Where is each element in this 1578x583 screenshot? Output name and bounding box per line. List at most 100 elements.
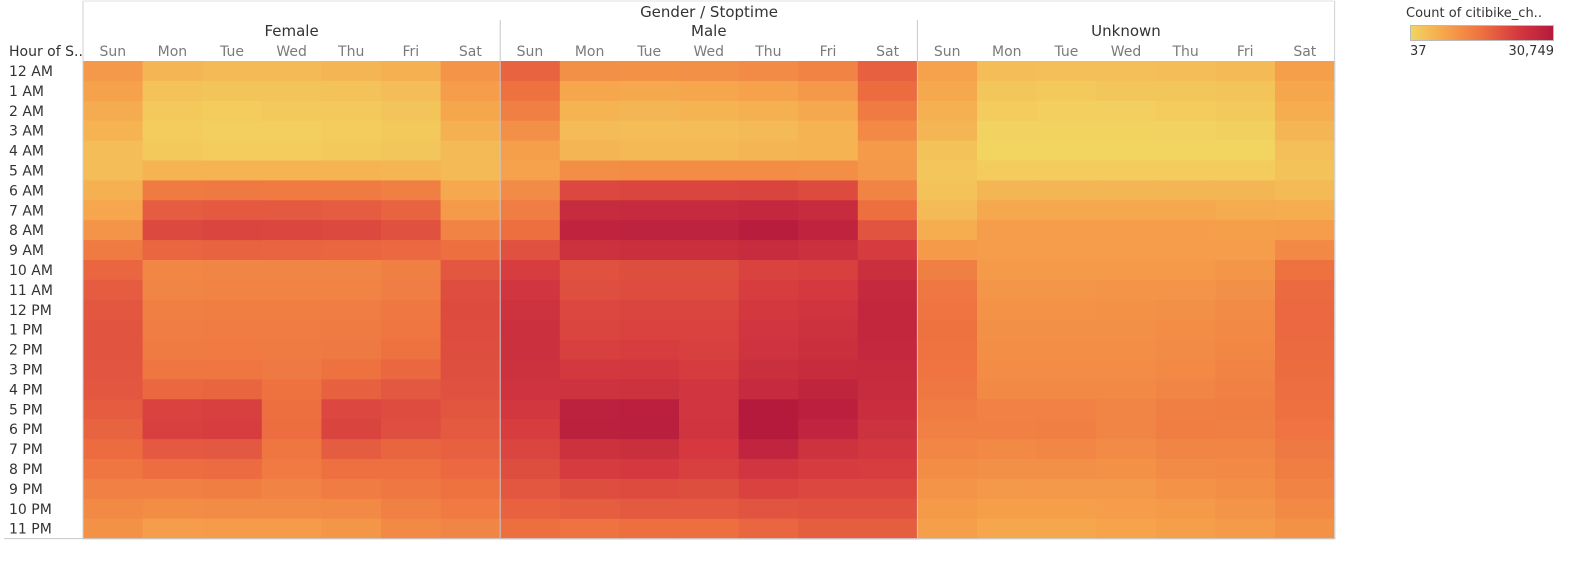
heatmap-cell	[321, 160, 382, 181]
heatmap-cell	[381, 439, 442, 460]
heatmap-cell	[1215, 399, 1276, 420]
heatmap-cell	[261, 100, 322, 122]
color-legend: Count of citibike_ch.. 37 30,749	[1400, 6, 1560, 59]
heatmap-cell	[440, 399, 501, 420]
heatmap-cell	[738, 359, 799, 380]
heatmap-cell	[1036, 200, 1097, 221]
heatmap-cell	[679, 180, 740, 201]
heatmap-cell	[1155, 439, 1216, 460]
heatmap-cell	[798, 359, 859, 380]
heatmap-cell	[1275, 260, 1336, 281]
heatmap-cell	[500, 220, 561, 241]
heatmap-cell	[142, 399, 203, 420]
heatmap-cell	[321, 439, 382, 460]
heatmap-cell	[1036, 279, 1097, 301]
heatmap-cell	[917, 279, 978, 301]
heatmap-cell	[917, 379, 978, 400]
heatmap-cell	[1275, 459, 1336, 480]
heatmap-cell	[679, 459, 740, 480]
heatmap-cell	[1275, 379, 1336, 400]
heatmap-cell	[738, 61, 799, 82]
heatmap-cell	[1096, 439, 1157, 460]
heatmap-cell	[202, 379, 263, 400]
heatmap-cell	[679, 100, 740, 122]
heatmap-cell	[1096, 518, 1157, 540]
heatmap-cell	[977, 260, 1038, 281]
heatmap-cell	[321, 100, 382, 122]
heatmap-cell	[559, 100, 620, 122]
heatmap-cell	[857, 299, 918, 321]
heatmap-cell	[440, 61, 501, 82]
day-label-unknown-wed: Wed	[1111, 44, 1142, 60]
heatmap-cell	[619, 120, 680, 142]
heatmap-cell	[261, 299, 322, 321]
heatmap-cell	[559, 299, 620, 321]
heatmap-cell	[1155, 120, 1216, 142]
gender-group-labels: Female Male Unknown	[264, 22, 1160, 40]
heatmap-cell	[500, 200, 561, 221]
heatmap-cell	[202, 100, 263, 122]
heatmap-cell	[321, 498, 382, 520]
heatmap-cell	[1155, 160, 1216, 181]
heatmap-cell	[83, 279, 144, 301]
heatmap-cell	[142, 120, 203, 142]
heatmap-cell	[1155, 478, 1216, 500]
heatmap-cell	[559, 80, 620, 102]
heatmap-cell	[679, 498, 740, 520]
heatmap-cell	[559, 200, 620, 221]
heatmap-cell	[798, 498, 859, 520]
heatmap-cell	[679, 160, 740, 181]
heatmap-cell	[917, 61, 978, 82]
heatmap-chart: Gender / Stoptime Hour of S.. Female Male…	[4, 0, 1336, 540]
heatmap-cell	[381, 478, 442, 500]
heatmap-cell	[738, 100, 799, 122]
heatmap-cell	[679, 299, 740, 321]
hour-label: 1 PM	[9, 323, 43, 339]
heatmap-cell	[1036, 359, 1097, 380]
heatmap-cell	[261, 459, 322, 480]
heatmap-cell	[857, 399, 918, 420]
heatmap-cell	[142, 180, 203, 201]
heatmap-cell	[381, 160, 442, 181]
heatmap-cell	[917, 120, 978, 142]
heatmap-cell	[142, 160, 203, 181]
heatmap-cell	[679, 80, 740, 102]
day-label-unknown-thu: Thu	[1171, 44, 1198, 60]
heatmap-cell	[1215, 478, 1276, 500]
heatmap-cell	[917, 478, 978, 500]
heatmap-cell	[738, 299, 799, 321]
heatmap-cell	[1275, 80, 1336, 102]
heatmap-cell	[321, 379, 382, 400]
heatmap-cell	[500, 518, 561, 540]
heatmap-cell	[261, 478, 322, 500]
heatmap-cell	[917, 180, 978, 201]
heatmap-cell	[1036, 220, 1097, 241]
heatmap-cell	[202, 478, 263, 500]
heatmap-cell	[559, 240, 620, 261]
heatmap-cell	[798, 339, 859, 361]
heatmap-cell	[977, 299, 1038, 321]
heatmap-cell	[619, 200, 680, 221]
heatmap-cell	[1275, 120, 1336, 142]
hour-label: 7 AM	[9, 203, 44, 219]
heatmap-cell	[559, 220, 620, 241]
heatmap-cell	[679, 140, 740, 162]
heatmap-cell	[500, 339, 561, 361]
heatmap-cell	[500, 260, 561, 281]
heatmap-cell	[1036, 319, 1097, 341]
heatmap-cell	[1096, 240, 1157, 261]
heatmap-cell	[500, 240, 561, 261]
heatmap-cell	[977, 61, 1038, 82]
heatmap-cell	[679, 379, 740, 400]
heatmap-cell	[142, 339, 203, 361]
heatmap-cell	[1275, 518, 1336, 540]
heatmap-cell	[917, 419, 978, 440]
heatmap-cell	[977, 459, 1038, 480]
heatmap-cell	[1275, 439, 1336, 460]
heatmap-cell	[142, 279, 203, 301]
hour-label: 12 PM	[9, 303, 52, 319]
heatmap-cell	[917, 140, 978, 162]
heatmap-cell	[321, 339, 382, 361]
heatmap-cell	[440, 419, 501, 440]
hour-label: 10 PM	[9, 502, 52, 518]
